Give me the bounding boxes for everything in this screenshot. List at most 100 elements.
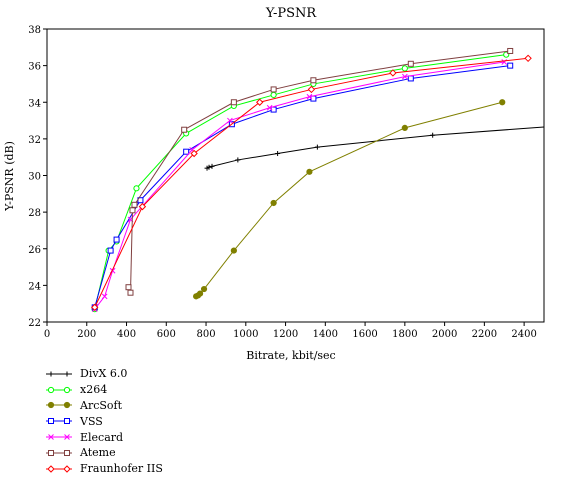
data-point <box>183 148 190 155</box>
y-tick-label: 38 <box>28 25 41 36</box>
y-tick-label: 36 <box>28 62 41 73</box>
data-point <box>270 91 277 99</box>
data-point <box>266 104 273 111</box>
series-x264 <box>91 51 510 313</box>
legend-label: x264 <box>80 383 108 397</box>
x-tick-label: 0 <box>44 329 50 340</box>
y-tick-label: 34 <box>28 98 41 109</box>
data-point <box>48 434 54 440</box>
data-point <box>230 99 237 106</box>
data-point <box>389 69 397 77</box>
data-point <box>48 371 54 377</box>
data-point <box>401 73 408 80</box>
data-point <box>113 236 120 243</box>
data-point <box>230 247 237 254</box>
data-point <box>430 132 436 138</box>
series-line <box>94 61 505 310</box>
legend: DivX 6.0 x264 ArcSoft VSS Elecard Ateme Fraunh… <box>44 366 163 477</box>
x-tick-label: 2400 <box>511 329 536 340</box>
legend-item: VSS <box>44 413 163 429</box>
x-tick-label: 400 <box>117 329 136 340</box>
data-point <box>227 117 233 124</box>
data-point <box>275 151 281 157</box>
data-point <box>133 185 140 192</box>
psnr-chart: Y-PSNR 22 24 26 28 30 32 34 36 38 0 200 400 600 800 1… <box>3 6 545 362</box>
data-point <box>181 126 188 133</box>
data-point <box>63 464 71 473</box>
x-tick-label: 2200 <box>472 329 497 340</box>
x-axis-ticks: 0 200 400 600 800 1000 1200 1400 1600 1800 2000 220… <box>44 322 537 340</box>
data-point <box>48 418 54 425</box>
data-point <box>127 289 134 296</box>
series-ateme <box>125 47 514 296</box>
data-point <box>101 293 108 300</box>
x-tick-label: 1000 <box>233 329 258 340</box>
legend-item: Elecard <box>44 429 163 445</box>
series-vss <box>91 62 514 311</box>
data-point <box>507 47 514 54</box>
legend-label: Ateme <box>80 446 116 460</box>
series-line <box>195 101 503 297</box>
x-tick-label: 1600 <box>352 329 377 340</box>
data-point <box>47 386 55 393</box>
series-fraunhofer-iis <box>91 54 532 312</box>
x-tick-label: 2000 <box>432 329 457 340</box>
data-point <box>407 75 414 82</box>
data-point <box>401 124 408 131</box>
data-point <box>401 65 408 72</box>
data-point <box>310 77 317 84</box>
x-axis-label: Bitrate, kbit/sec <box>246 349 335 362</box>
data-point <box>47 402 55 409</box>
legend-label: Elecard <box>80 430 124 444</box>
y-axis-label: Y-PSNR (dB) <box>3 141 16 212</box>
data-point <box>307 85 316 94</box>
series-divx-6-0 <box>204 126 545 171</box>
legend-swatch <box>46 464 72 473</box>
data-point <box>138 202 147 211</box>
data-point <box>131 201 138 208</box>
legend-swatch <box>46 371 72 377</box>
data-point <box>91 303 99 312</box>
data-point <box>270 199 277 207</box>
data-point <box>306 168 313 175</box>
y-tick-label: 30 <box>28 172 41 183</box>
legend-item: x264 <box>44 382 163 398</box>
data-point <box>64 371 70 377</box>
y-tick-label: 28 <box>28 208 41 219</box>
legend-swatch <box>46 434 72 440</box>
data-point <box>48 449 54 456</box>
y-tick-label: 26 <box>28 245 41 256</box>
legend-item: ArcSoft <box>44 398 163 414</box>
legend-label: DivX 6.0 <box>80 367 128 381</box>
data-point <box>256 98 264 106</box>
data-point <box>499 99 506 106</box>
legend-label: VSS <box>80 414 103 428</box>
y-tick-label: 24 <box>28 281 41 292</box>
data-point <box>63 386 71 393</box>
legend-swatch <box>46 418 72 425</box>
x-tick-label: 1200 <box>273 329 298 340</box>
series-arcsoft <box>193 99 506 300</box>
data-point <box>64 434 70 440</box>
data-point <box>63 402 71 409</box>
plot-area-frame <box>46 28 545 323</box>
data-point <box>206 164 212 170</box>
x-tick-label: 1800 <box>392 329 417 340</box>
data-point <box>129 207 136 214</box>
x-tick-label: 800 <box>196 329 215 340</box>
data-point <box>407 60 414 67</box>
legend-item: Ateme <box>44 445 163 461</box>
chart-title: Y-PSNR <box>265 6 318 21</box>
data-point <box>190 149 198 158</box>
series-line <box>94 65 511 308</box>
data-point <box>107 247 114 254</box>
data-point <box>64 449 70 456</box>
legend-item: DivX 6.0 <box>44 366 163 382</box>
data-point <box>196 290 204 297</box>
data-point <box>125 284 132 291</box>
legend-item: Fraunhofer IIS <box>44 461 163 477</box>
data-point <box>524 54 532 63</box>
series-line <box>128 50 511 293</box>
data-point <box>314 144 320 150</box>
x-tick-label: 1400 <box>313 329 338 340</box>
